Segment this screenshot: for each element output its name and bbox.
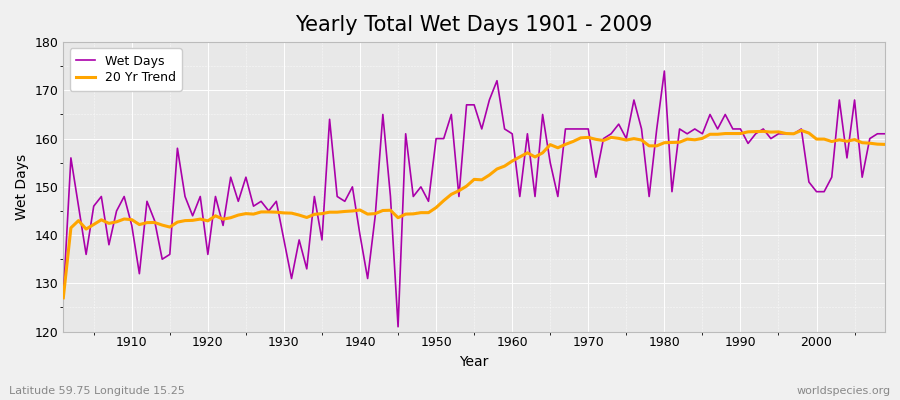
Title: Yearly Total Wet Days 1901 - 2009: Yearly Total Wet Days 1901 - 2009: [295, 15, 652, 35]
Wet Days: [286, 276, 297, 281]
20 Yr Trend: [598, 138, 609, 143]
Wet Days: [58, 296, 68, 300]
20 Yr Trend: [332, 210, 343, 214]
Y-axis label: Wet Days: Wet Days: [15, 154, 29, 220]
Wet Days: [606, 131, 616, 136]
Line: 20 Yr Trend: 20 Yr Trend: [63, 130, 885, 298]
20 Yr Trend: [58, 296, 68, 300]
20 Yr Trend: [500, 164, 510, 168]
Wet Days: [879, 131, 890, 136]
Wet Days: [515, 194, 526, 199]
20 Yr Trend: [507, 159, 517, 164]
20 Yr Trend: [879, 142, 890, 147]
20 Yr Trend: [119, 217, 130, 222]
Wet Days: [659, 69, 670, 74]
Wet Days: [119, 194, 130, 199]
Wet Days: [507, 131, 517, 136]
Wet Days: [392, 324, 403, 329]
Text: worldspecies.org: worldspecies.org: [796, 386, 891, 396]
Text: Latitude 59.75 Longitude 15.25: Latitude 59.75 Longitude 15.25: [9, 386, 184, 396]
20 Yr Trend: [286, 211, 297, 216]
Line: Wet Days: Wet Days: [63, 71, 885, 327]
20 Yr Trend: [796, 128, 806, 133]
X-axis label: Year: Year: [460, 355, 489, 369]
Wet Days: [332, 194, 343, 199]
Legend: Wet Days, 20 Yr Trend: Wet Days, 20 Yr Trend: [69, 48, 182, 91]
